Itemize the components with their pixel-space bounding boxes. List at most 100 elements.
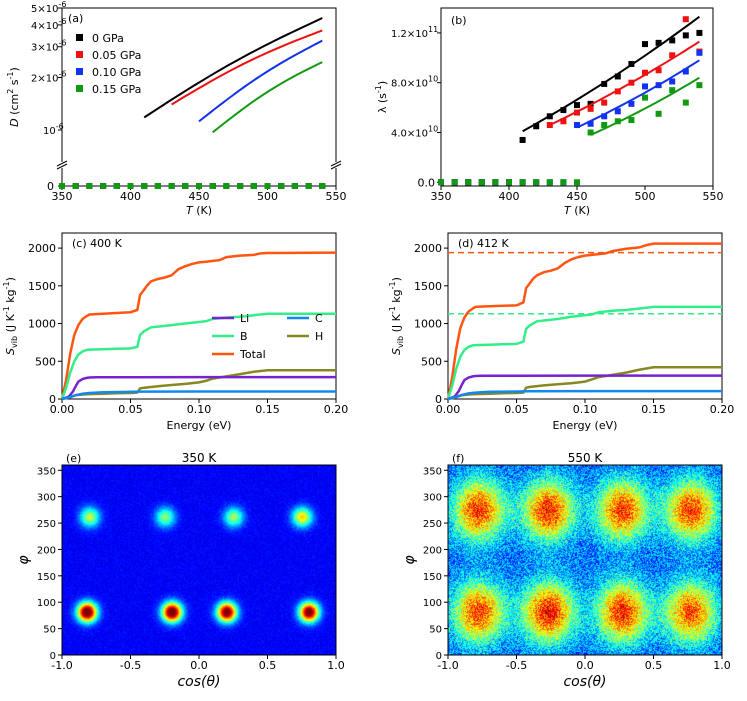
- data-point: [601, 113, 608, 120]
- x-tick-label: 0.20: [324, 403, 349, 416]
- y-tick-label: 1000: [28, 318, 56, 331]
- x-tick-label: 450: [189, 190, 210, 203]
- data-point: [614, 118, 621, 125]
- data-point: [601, 99, 608, 106]
- y-tick-label: 350: [37, 466, 56, 477]
- data-point: [669, 87, 676, 94]
- x-tick-label: 550: [703, 190, 724, 203]
- data-point: [478, 179, 485, 186]
- x-tick-label: 500: [635, 190, 656, 203]
- data-point: [574, 102, 580, 109]
- series-line: [446, 242, 722, 400]
- series-line: [447, 389, 722, 401]
- y-tick-label: 3×10-6: [31, 39, 66, 54]
- fit-line: [198, 39, 323, 123]
- legend-entry: 0.05 GPa: [92, 49, 141, 62]
- data-point: [506, 179, 512, 186]
- x-tick-label: 0.05: [118, 403, 143, 416]
- data-point: [696, 29, 703, 36]
- data-point: [587, 129, 594, 136]
- axis-break: [56, 163, 68, 170]
- x-tick-label: 0.0: [190, 659, 208, 672]
- legend-entry: H: [315, 330, 323, 343]
- y-tick-label: 8.0×1010: [391, 75, 438, 90]
- data-point: [628, 117, 635, 124]
- fit-line: [143, 17, 323, 119]
- x-tick-label: 350: [52, 190, 73, 203]
- series-line: [60, 251, 337, 400]
- data-point: [628, 61, 635, 68]
- x-tick-label: -1.0: [51, 659, 72, 672]
- y-tick-label: 0: [47, 180, 54, 193]
- y-axis-label: Svib (J K-1 kg-1): [2, 277, 19, 355]
- x-tick-label: 0.05: [504, 403, 529, 416]
- y-tick-label: 0.0: [418, 176, 436, 189]
- legend-marker: [76, 85, 83, 92]
- data-point: [655, 82, 662, 89]
- data-point: [264, 183, 271, 189]
- data-point: [682, 68, 689, 75]
- legend: Li C B H Total: [212, 312, 323, 361]
- series-line: [61, 375, 336, 401]
- data-point: [533, 123, 540, 130]
- axis-break: [56, 160, 68, 167]
- legend-entry: 0.15 GPa: [92, 83, 141, 96]
- data-point: [209, 183, 216, 189]
- series-line: [60, 312, 336, 400]
- y-axis-label: φ: [402, 555, 418, 565]
- x-tick-label: 0.0: [576, 659, 594, 672]
- panel-f: -1.0 -0.5 0.0 0.5 1.0 0 50 100 150 200 250 300 350 (f…: [402, 451, 731, 690]
- data-point: [86, 183, 93, 189]
- data-point: [465, 179, 472, 186]
- legend-entry: 0.10 GPa: [92, 66, 141, 79]
- panel-label: (c) 400 K: [72, 237, 123, 250]
- data-point: [682, 16, 689, 23]
- panel-title: 550 K: [568, 451, 604, 465]
- y-tick-label: 100: [37, 598, 56, 609]
- x-tick-label: 0.15: [641, 403, 666, 416]
- data-point: [72, 183, 79, 189]
- data-point: [113, 183, 120, 189]
- data-point: [223, 183, 230, 189]
- data-point: [560, 179, 567, 186]
- data-point: [601, 80, 608, 87]
- y-tick-label: 300: [37, 493, 56, 504]
- plot-frame: [61, 232, 337, 400]
- panel-label: (b): [451, 14, 467, 27]
- data-point: [319, 183, 326, 189]
- panel-c: 0.00 0.05 0.10 0.15 0.20 0 500 1000 1500 2000 (c) …: [2, 232, 349, 432]
- data-point: [669, 78, 676, 85]
- data-point: [560, 107, 567, 114]
- data-point: [669, 37, 676, 44]
- x-tick-label: 0.20: [710, 403, 735, 416]
- y-tick-label: 1500: [28, 280, 56, 293]
- panel-a: 350 400 450 500 550 10-6 2×10-6 3×10-6 4×10-6 5×1…: [6, 0, 347, 217]
- series-line: [447, 366, 722, 401]
- data-point: [196, 183, 202, 189]
- x-axis-label: T (K): [564, 204, 590, 217]
- data-point: [574, 179, 580, 186]
- data-point: [546, 122, 553, 129]
- data-point: [168, 183, 175, 189]
- y-tick-label: 250: [423, 519, 442, 530]
- y-tick-label: 5×10-6: [31, 0, 66, 15]
- data-point: [250, 183, 257, 189]
- data-point: [546, 113, 553, 120]
- panel-title: 350 K: [182, 451, 218, 465]
- data-point: [655, 39, 662, 46]
- data-point: [614, 108, 621, 115]
- data-point: [154, 183, 161, 189]
- data-point: [574, 109, 580, 116]
- panel-e: -1.0 -0.5 0.0 0.5 1.0 0 50 100 150 200 250 300 350 (e…: [16, 451, 345, 690]
- series-line: [446, 305, 722, 400]
- y-axis-label: λ (s-1): [374, 81, 389, 113]
- x-tick-label: 500: [257, 190, 278, 203]
- data-point: [682, 32, 689, 39]
- panel-b: 350 400 450 500 550 0.0 4.0×1010 8.0×1010 1.2×10…: [374, 7, 724, 217]
- data-point: [614, 88, 621, 95]
- data-point: [642, 41, 648, 48]
- legend-entry: 0 GPa: [92, 32, 124, 45]
- x-tick-label: -0.5: [506, 659, 527, 672]
- data-point: [182, 183, 189, 189]
- fit-line: [576, 59, 700, 129]
